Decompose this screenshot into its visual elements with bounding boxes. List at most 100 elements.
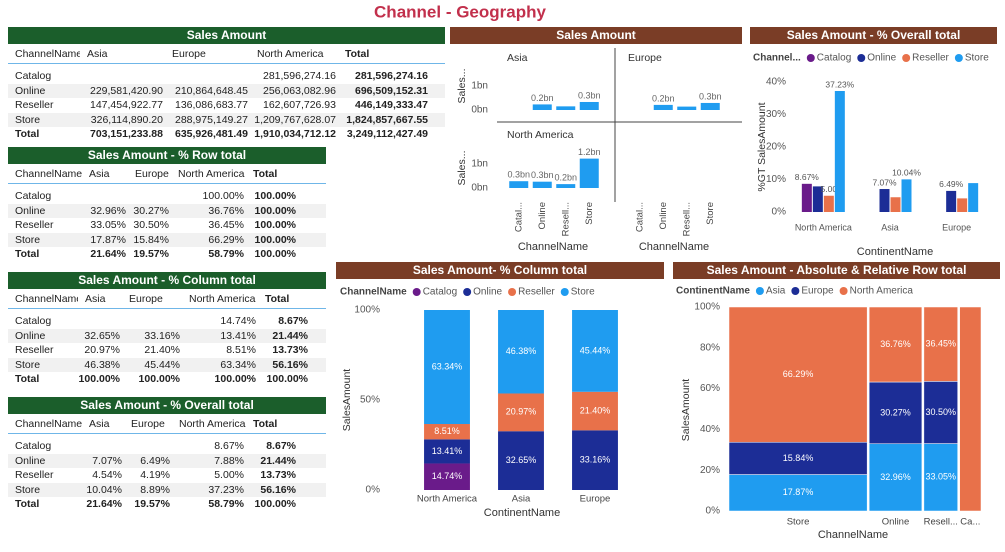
mekko-segment (923, 381, 958, 444)
table-cell: 21.44% (260, 454, 296, 467)
table-cell: 703,151,233.88 (90, 128, 163, 140)
data-label: 1.2bn (578, 147, 601, 157)
table-cell: Catalog (15, 70, 52, 82)
table-cell: Online (15, 84, 46, 97)
column-header: Asia (89, 418, 110, 430)
table-cell: Total (15, 128, 40, 140)
table-cell: 3,249,112,427.49 (346, 128, 428, 140)
bar (556, 106, 576, 110)
table-cell: 56.16% (272, 358, 308, 371)
table-cell: 100.00% (254, 219, 296, 231)
table-cell (124, 439, 172, 454)
y-tick-label: 0% (366, 485, 381, 496)
table-cell: 33.05% (90, 219, 126, 231)
data-label: 0.3bn (578, 90, 601, 100)
data-label: 0.3bn (699, 91, 722, 101)
column-header: ChannelName (15, 168, 82, 180)
x-tick-label: Europe (580, 494, 611, 505)
legend-label: Reseller (518, 287, 555, 298)
table-cell: 288,975,149.27 (175, 113, 248, 126)
table-cell: 13.41% (220, 329, 256, 342)
axis-title: ContinentName (484, 507, 560, 519)
data-label: 30.50% (926, 407, 957, 417)
chart-title: Sales Amount - % Overall total (787, 28, 961, 42)
table-cell: 210,864,648.45 (175, 84, 248, 97)
x-tick-label: North America (417, 494, 478, 505)
column-header: Total (265, 293, 290, 305)
table-cell: 6.49% (140, 454, 170, 467)
chart-title: Sales Amount- % Column total (413, 263, 587, 277)
table-cell: 229,581,420.90 (90, 84, 163, 97)
bar (968, 183, 979, 212)
bar (901, 179, 912, 212)
table-cell: 15.84% (133, 233, 169, 246)
table-cell: 58.79% (208, 248, 244, 260)
table-cell: Total (15, 373, 40, 385)
bar (579, 158, 599, 188)
bar (579, 101, 599, 110)
table-cell: 446,149,333.47 (355, 99, 428, 111)
data-label: 14.74% (432, 471, 463, 481)
column-header: Europe (129, 293, 163, 305)
table-cell: 56.16% (260, 483, 296, 496)
x-tick-label: Online (537, 202, 548, 229)
chart-title: Sales Amount - Absolute & Relative Row t… (707, 263, 967, 277)
x-tick-label: Ca... (960, 517, 980, 528)
table-cell: Catalog (15, 440, 52, 452)
table-cell: 4.54% (92, 469, 122, 481)
table-cell: 19.57% (134, 498, 170, 510)
table-cell: 100.00% (254, 190, 296, 202)
x-tick-label: North America (795, 222, 852, 232)
x-tick-label: Online (882, 517, 909, 528)
data-label: 30.27% (880, 407, 911, 417)
table-title: Sales Amount (8, 27, 445, 44)
data-label: 45.44% (580, 345, 611, 355)
chart-title-bar (336, 262, 664, 279)
mekko-segment (728, 474, 868, 512)
table-cell: 30.50% (133, 219, 169, 231)
legend-swatch (902, 54, 911, 62)
bar (946, 190, 957, 212)
table-row: Online 229,581,420.90 210,864,648.45 256,06… (8, 83, 445, 98)
table-cell: Online (15, 329, 46, 342)
y-tick-label: 100% (354, 305, 380, 316)
table: Sales Amount - % Row total ChannelName Asi… (8, 147, 326, 262)
y-tick-label: 40% (700, 424, 720, 435)
table-cell: 21.40% (144, 344, 180, 356)
table-cell: 100.00% (266, 373, 308, 385)
table-cell: 8.67% (266, 440, 296, 452)
column-header: ChannelName (15, 48, 80, 60)
table-cell: 32.96% (90, 204, 126, 217)
axis-title: ChannelName (518, 241, 588, 253)
legend-label: Store (965, 53, 989, 64)
data-label: 20.97% (506, 407, 537, 417)
table-cell (165, 69, 250, 84)
bar-segment (498, 310, 544, 394)
data-label: 63.34% (432, 361, 463, 371)
table-cell: 13.73% (272, 344, 308, 356)
data-label: 36.76% (880, 339, 911, 349)
legend-label: Store (571, 287, 595, 298)
column-header: North America (179, 418, 246, 430)
x-tick-label: Asia (512, 494, 531, 505)
table-row: Total 21.64% 19.57% 58.79% 100.00% (8, 497, 326, 512)
mekko-segment (923, 306, 958, 382)
mekko-segment (868, 443, 923, 512)
table-cell (80, 69, 165, 84)
table-row: Reseller 4.54% 4.19% 5.00% 13.73% (8, 468, 326, 483)
mekko-segment (923, 443, 958, 512)
table-row: Reseller 20.97% 21.40% 8.51% 13.73% (8, 343, 326, 358)
table-row: Catalog 281,596,274.16 281,596,274.16 (8, 69, 445, 84)
column-header: North America (189, 293, 256, 305)
y-tick-label: 20% (700, 465, 720, 476)
legend-swatch (839, 287, 848, 295)
legend-swatch (857, 54, 866, 62)
bar (957, 198, 968, 212)
bar-segment (424, 439, 470, 464)
axis-title: ChannelName (639, 241, 709, 253)
y-tick-label: 0bn (471, 105, 488, 116)
page-title: Channel - Geography (374, 2, 546, 21)
legend-label: Online (473, 287, 502, 298)
table-cell: 36.76% (208, 204, 244, 217)
